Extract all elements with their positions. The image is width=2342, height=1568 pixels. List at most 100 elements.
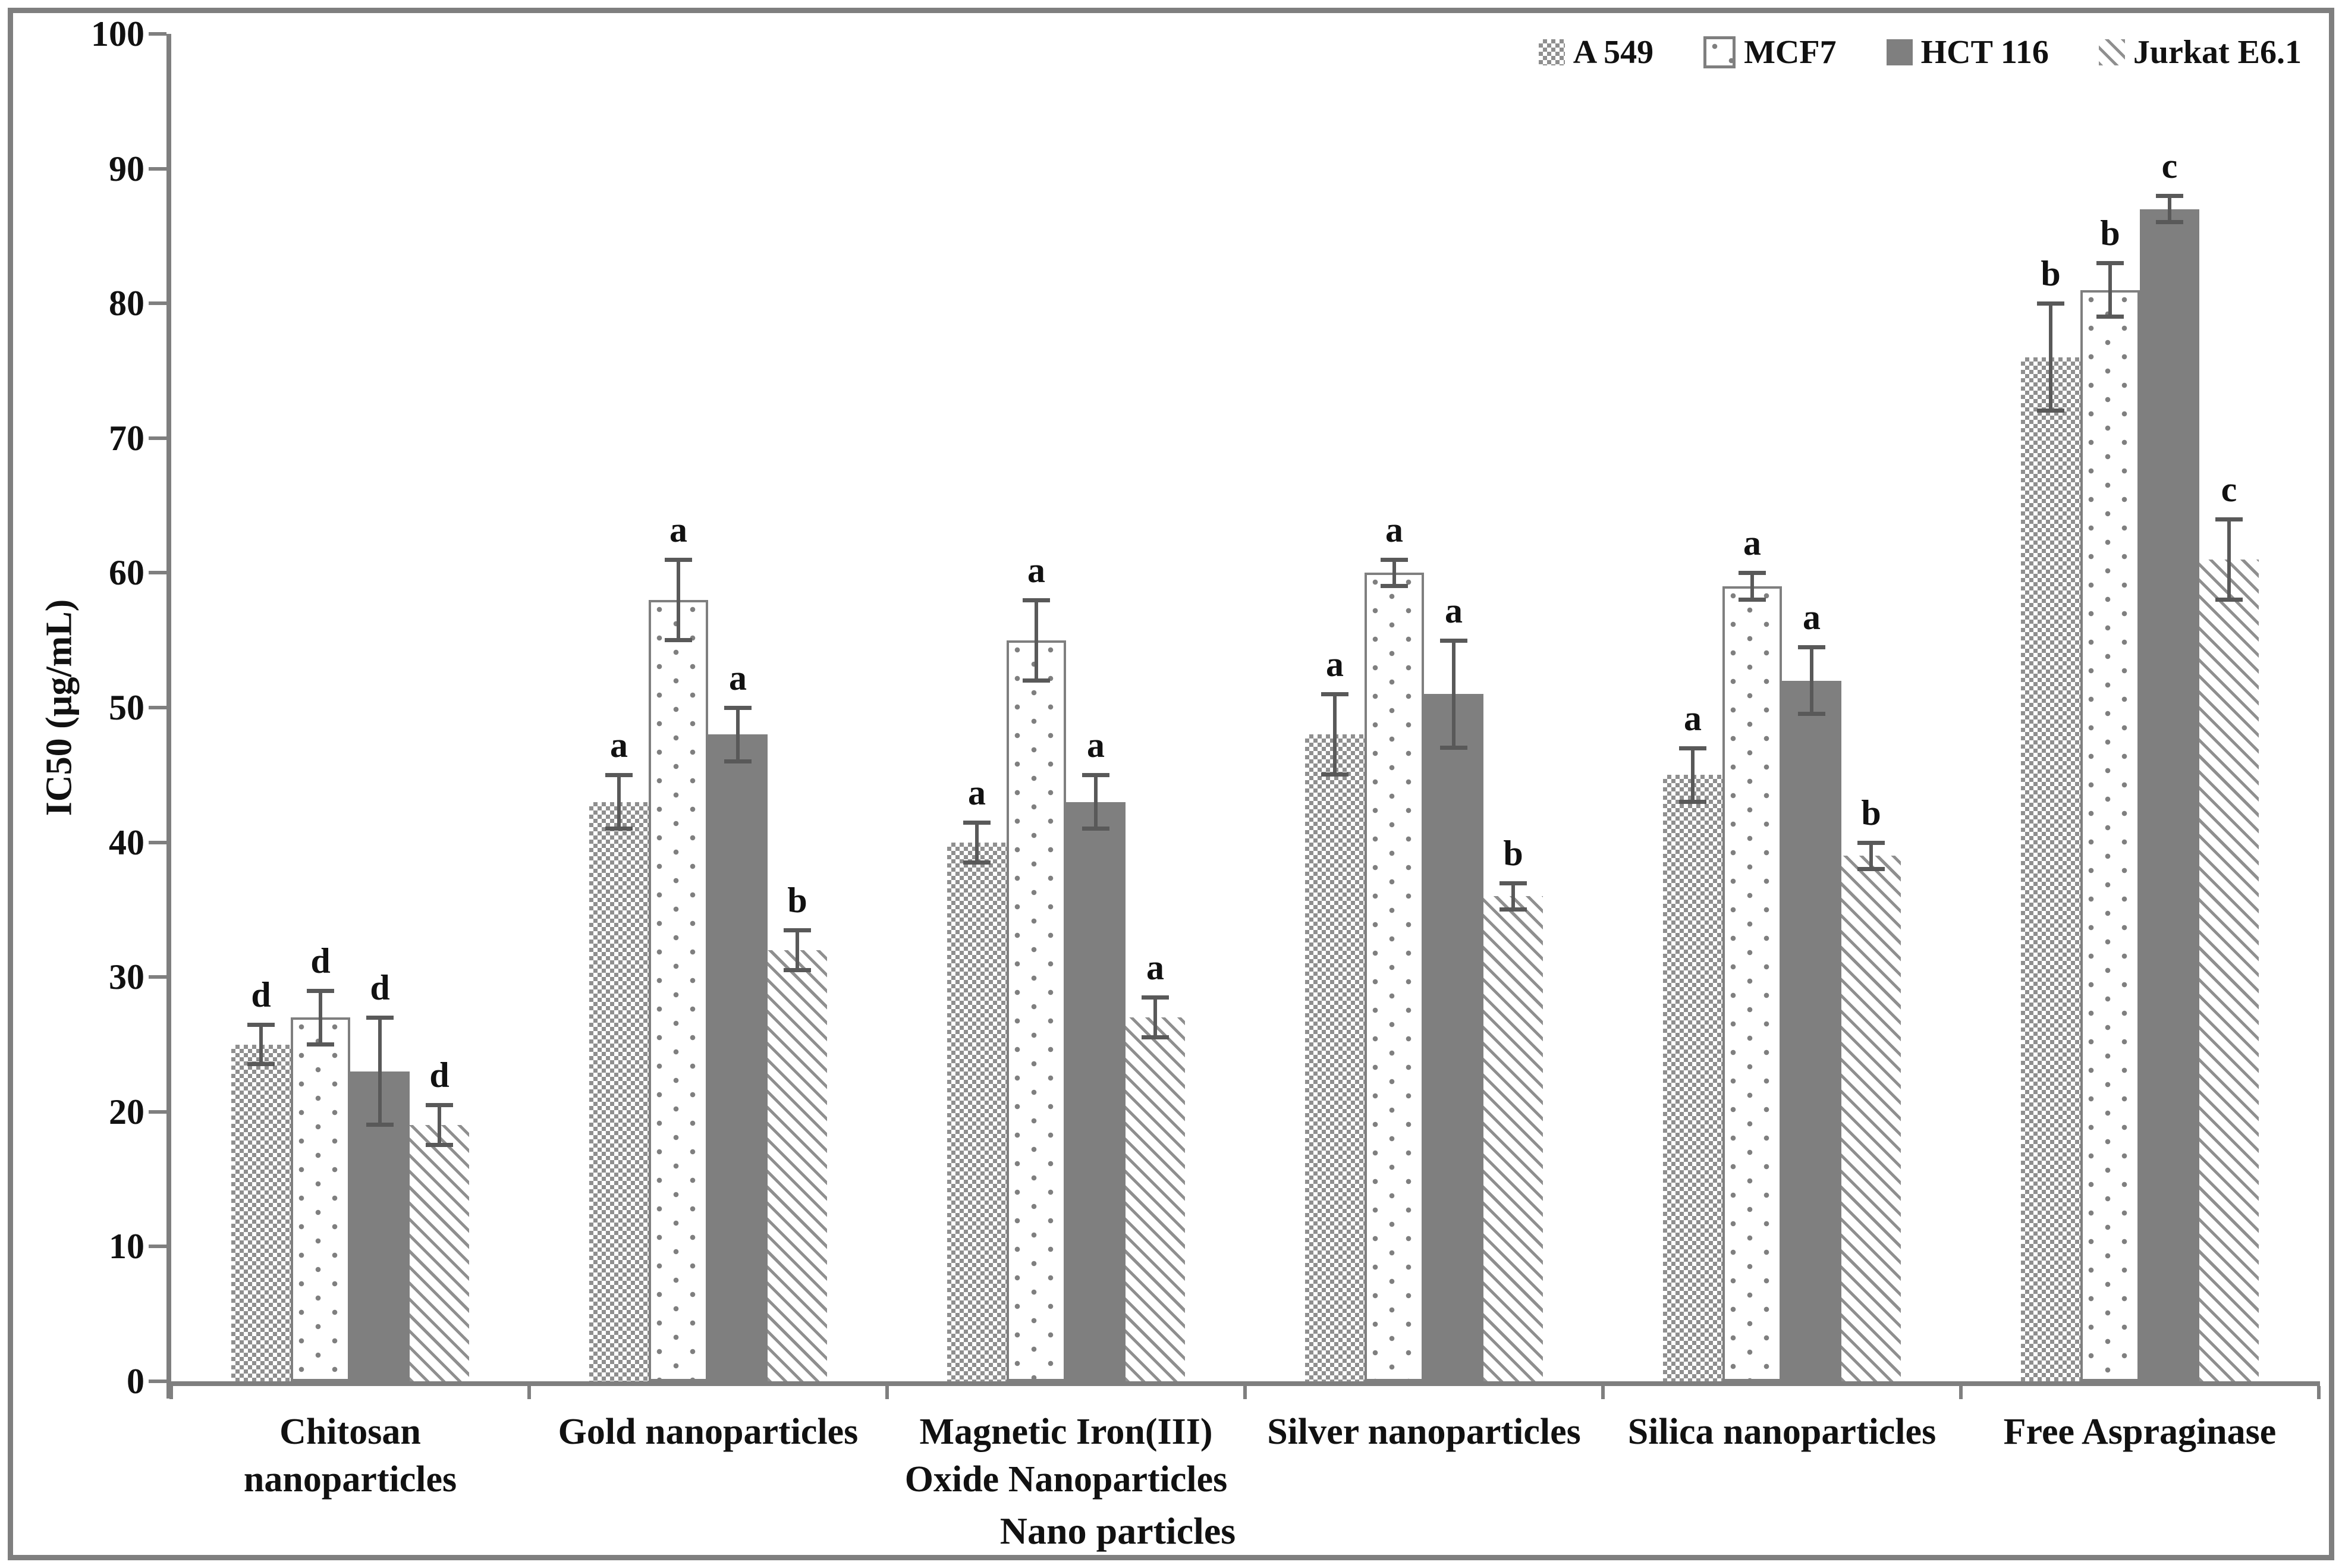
legend-label: Jurkat E6.1: [2133, 34, 2302, 71]
error-bar-line: [617, 775, 621, 829]
error-bar-cap-top: [665, 557, 692, 562]
error-bar-cap-bottom: [1857, 866, 1885, 871]
x-tick: [1601, 1386, 1605, 1399]
legend-item-mcf7: MCF7: [1703, 34, 1837, 70]
error-bar-cap-bottom: [1381, 584, 1408, 589]
category-label: Chitosan nanoparticles: [171, 1408, 529, 1503]
bar-jurkat-e6.1: [1841, 856, 1901, 1381]
legend-label: MCF7: [1744, 34, 1837, 71]
error-bar-cap-top: [2096, 261, 2124, 266]
significance-letter: d: [370, 968, 390, 1008]
category-label-line: Gold nanoparticles: [558, 1412, 859, 1452]
legend-label: A 549: [1573, 34, 1654, 71]
y-tick-label: 0: [127, 1362, 144, 1401]
legend-label: HCT 116: [1920, 34, 2049, 71]
bar-a-549: [947, 842, 1007, 1381]
error-bar-line: [1750, 573, 1754, 600]
significance-letter: b: [1503, 833, 1523, 873]
significance-letter: a: [1684, 698, 1702, 738]
error-bar-line: [1035, 599, 1038, 681]
y-tick: [149, 840, 166, 844]
error-bar-cap-top: [1082, 773, 1109, 778]
error-bar-cap-bottom: [1321, 772, 1348, 777]
significance-letter: a: [1803, 598, 1821, 637]
error-bar-cap-bottom: [665, 637, 692, 642]
error-bar-cap-top: [1857, 840, 1885, 845]
significance-letter: a: [1445, 590, 1463, 630]
error-bar-cap-bottom: [247, 1062, 275, 1067]
category-label: Free Aspraginase: [1961, 1408, 2319, 1456]
error-bar-cap-bottom: [1499, 907, 1527, 912]
bar-hct-116: [708, 734, 768, 1381]
significance-letter: a: [968, 772, 986, 812]
x-tick: [1243, 1386, 1247, 1399]
bar-jurkat-e6.1: [1483, 896, 1543, 1381]
y-tick-label: 100: [91, 14, 144, 54]
error-bar-cap-bottom: [724, 759, 752, 763]
category-label: Gold nanoparticles: [529, 1408, 887, 1456]
bar-mcf7: [1007, 640, 1066, 1381]
legend-marker-hatch-icon: [2098, 39, 2125, 65]
y-tick-label: 30: [109, 957, 144, 997]
error-bar-line: [1691, 747, 1695, 802]
error-bar-line: [736, 708, 740, 762]
category-label-line: Silver nanoparticles: [1267, 1412, 1581, 1452]
error-bar-cap-top: [724, 706, 752, 710]
significance-letter: b: [1861, 793, 1881, 832]
error-bar-line: [1869, 842, 1873, 869]
category-label-line: nanoparticles: [243, 1459, 457, 1500]
significance-letter: a: [1743, 523, 1761, 563]
x-tick: [527, 1386, 531, 1399]
significance-letter: d: [429, 1055, 449, 1095]
error-bar-line: [1511, 882, 1515, 910]
error-bar-cap-top: [963, 820, 991, 825]
legend-item-jurkat-e6.1: Jurkat E6.1: [2098, 34, 2302, 71]
error-bar-cap-top: [784, 928, 811, 932]
significance-letter: c: [2161, 146, 2178, 186]
significance-letter: c: [2221, 469, 2237, 509]
error-bar-cap-bottom: [2037, 409, 2064, 413]
error-bar-cap-bottom: [1739, 597, 1766, 602]
error-bar-cap-top: [426, 1103, 453, 1108]
error-bar-cap-bottom: [366, 1123, 394, 1127]
error-bar-cap-top: [2215, 517, 2243, 521]
bar-mcf7: [1365, 573, 1424, 1381]
bar-jurkat-e6.1: [1126, 1017, 1185, 1381]
significance-letter: a: [1027, 550, 1045, 590]
error-bar-cap-bottom: [1798, 712, 1825, 717]
error-bar-cap-top: [1679, 746, 1706, 750]
error-bar-cap-bottom: [1023, 678, 1050, 683]
error-bar-line: [1452, 640, 1456, 748]
error-bar-cap-bottom: [1440, 745, 1467, 750]
category-label-line: Oxide Nanoparticles: [904, 1459, 1228, 1500]
error-bar-cap-bottom: [605, 826, 633, 831]
y-tick: [149, 975, 166, 979]
legend-marker-dots-icon: [1703, 36, 1736, 68]
error-bar-cap-top: [247, 1022, 275, 1027]
category-label-line: Chitosan: [279, 1412, 421, 1452]
legend: A 549 MCF7 HCT 116 Jurkat E6.1: [1538, 34, 2302, 71]
bar-jurkat-e6.1: [768, 950, 827, 1381]
figure-border: [8, 8, 2334, 1560]
y-tick-label: 90: [109, 149, 144, 188]
error-bar-cap-bottom: [426, 1143, 453, 1148]
category-label: Magnetic Iron(III) Oxide Nanoparticles: [887, 1408, 1245, 1503]
error-bar-line: [2108, 263, 2112, 317]
x-axis-title: Nano particles: [999, 1510, 1236, 1552]
bar-a-549: [2021, 357, 2080, 1381]
y-tick-label: 70: [109, 418, 144, 458]
x-axis-line: [166, 1381, 2320, 1386]
significance-letter: d: [310, 941, 331, 981]
error-bar-line: [1333, 694, 1337, 775]
significance-letter: a: [1087, 725, 1105, 765]
y-tick: [149, 436, 166, 440]
error-bar-cap-top: [2156, 193, 2183, 198]
bar-a-549: [589, 802, 649, 1381]
error-bar-cap-bottom: [2156, 220, 2183, 225]
y-tick-label: 80: [109, 284, 144, 323]
bar-hct-116: [2140, 209, 2199, 1381]
y-tick: [149, 1245, 166, 1249]
error-bar-line: [438, 1105, 441, 1146]
error-bar-cap-top: [2037, 301, 2064, 306]
